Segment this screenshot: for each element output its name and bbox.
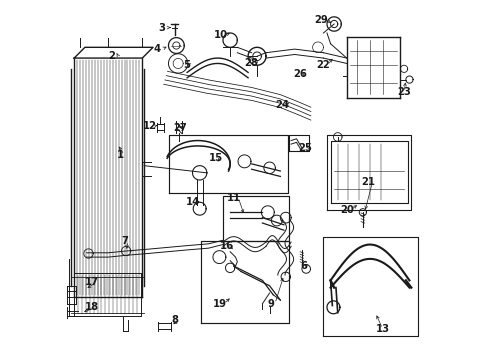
Text: 14: 14 [185,197,199,207]
Text: 11: 11 [226,193,241,203]
Text: 24: 24 [275,100,288,110]
Text: 5: 5 [183,60,190,70]
Text: 13: 13 [375,324,389,334]
Text: 3: 3 [158,23,165,33]
Text: 28: 28 [244,58,258,68]
Text: 16: 16 [219,241,233,251]
Polygon shape [74,47,153,58]
Text: 12: 12 [142,121,156,131]
Text: 22: 22 [316,60,329,70]
Text: 1: 1 [117,150,124,160]
Text: 2: 2 [108,51,115,61]
Text: 26: 26 [292,69,306,79]
Text: 19: 19 [212,299,226,309]
Text: 18: 18 [85,302,99,312]
Text: 9: 9 [267,299,274,309]
Text: 21: 21 [361,177,374,187]
Text: 23: 23 [396,87,410,97]
Text: 7: 7 [121,236,127,246]
Text: 29: 29 [314,15,328,26]
Text: 27: 27 [173,123,186,133]
Text: 15: 15 [208,153,223,163]
Text: 20: 20 [339,206,353,216]
Text: 8: 8 [171,315,178,325]
Text: 4: 4 [153,44,160,54]
Text: 6: 6 [300,261,306,271]
Text: 10: 10 [214,30,228,40]
Text: 17: 17 [85,277,99,287]
Text: 25: 25 [298,143,312,153]
